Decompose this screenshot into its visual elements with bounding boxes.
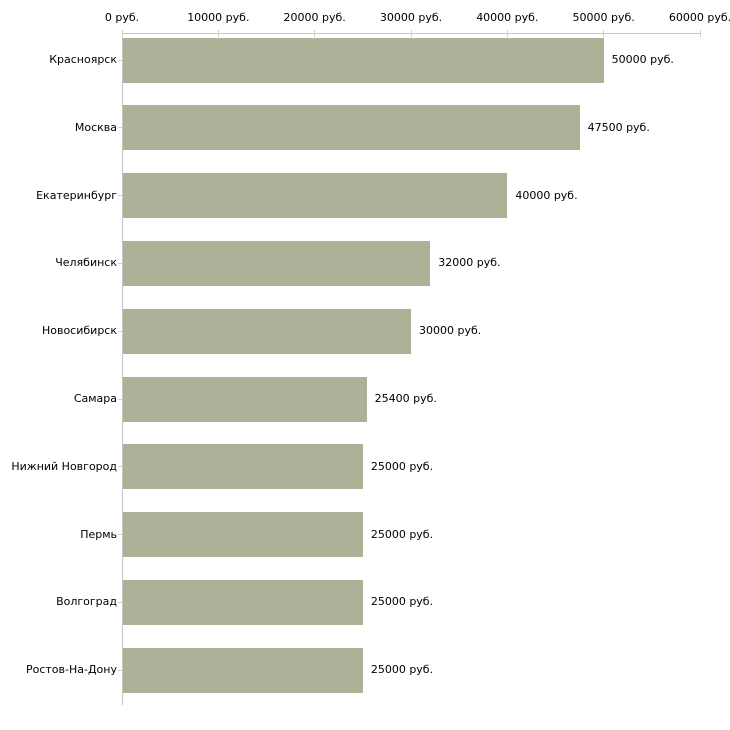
bar xyxy=(123,105,580,151)
x-tick-label: 40000 руб. xyxy=(476,11,539,24)
bar-value-label: 25000 руб. xyxy=(370,663,434,677)
y-tick-mark xyxy=(118,669,122,671)
bar-value-label: 25000 руб. xyxy=(370,595,434,609)
bar-category-label: Пермь xyxy=(80,527,117,541)
bar xyxy=(123,579,363,625)
y-tick-mark xyxy=(118,466,122,468)
bar xyxy=(123,444,363,490)
x-tick-mark xyxy=(410,30,412,37)
y-tick-mark xyxy=(118,59,122,61)
bar-category-label: Волгоград xyxy=(56,595,117,609)
y-axis-line xyxy=(122,33,123,705)
bar-value-label: 25000 руб. xyxy=(370,527,434,541)
bar-category-label: Челябинск xyxy=(55,256,117,270)
x-tick-mark xyxy=(217,30,219,37)
bar-category-label: Москва xyxy=(74,120,117,134)
bar-value-label: 30000 руб. xyxy=(419,324,482,338)
x-tick-label: 20000 руб. xyxy=(283,11,346,24)
x-tick-label: 60000 руб. xyxy=(668,11,730,24)
bar-category-label: Екатеринбург xyxy=(36,188,117,202)
y-tick-mark xyxy=(118,127,122,129)
bar-value-label: 25400 руб. xyxy=(374,392,437,405)
bar-value-label: 32000 руб. xyxy=(438,256,501,270)
bar-value-label: 40000 руб. xyxy=(515,188,578,202)
bar xyxy=(123,512,363,558)
bar-category-label: Ростов-На-Дону xyxy=(25,663,117,677)
bar xyxy=(123,308,411,354)
x-tick-mark xyxy=(314,30,316,37)
bar-category-label: Новосибирск xyxy=(41,324,117,338)
bar-value-label: 25000 руб. xyxy=(370,459,434,473)
bar xyxy=(123,647,363,693)
y-tick-mark xyxy=(118,601,122,603)
bar xyxy=(123,240,431,286)
bar xyxy=(123,37,604,83)
y-tick-mark xyxy=(118,330,122,332)
y-tick-mark xyxy=(118,195,122,197)
bar-category-label: Красноярск xyxy=(49,53,117,66)
x-tick-label: 50000 руб. xyxy=(572,11,635,24)
x-tick-mark xyxy=(603,30,605,37)
x-tick-label: 30000 руб. xyxy=(379,11,443,24)
bar xyxy=(123,376,367,422)
x-tick-mark xyxy=(699,30,701,37)
y-tick-mark xyxy=(118,398,122,400)
x-tick-mark xyxy=(121,30,123,37)
y-tick-mark xyxy=(118,262,122,264)
bar-category-label: Нижний Новгород xyxy=(11,459,117,473)
bar-category-label: Самара xyxy=(73,392,117,405)
bar-value-label: 47500 руб. xyxy=(587,120,650,134)
x-tick-label: 0 руб. xyxy=(104,11,140,24)
x-tick-label: 10000 руб. xyxy=(187,11,250,24)
y-tick-mark xyxy=(118,534,122,536)
bar-value-label: 50000 руб. xyxy=(611,53,674,66)
x-tick-mark xyxy=(506,30,508,37)
bar xyxy=(123,173,508,219)
